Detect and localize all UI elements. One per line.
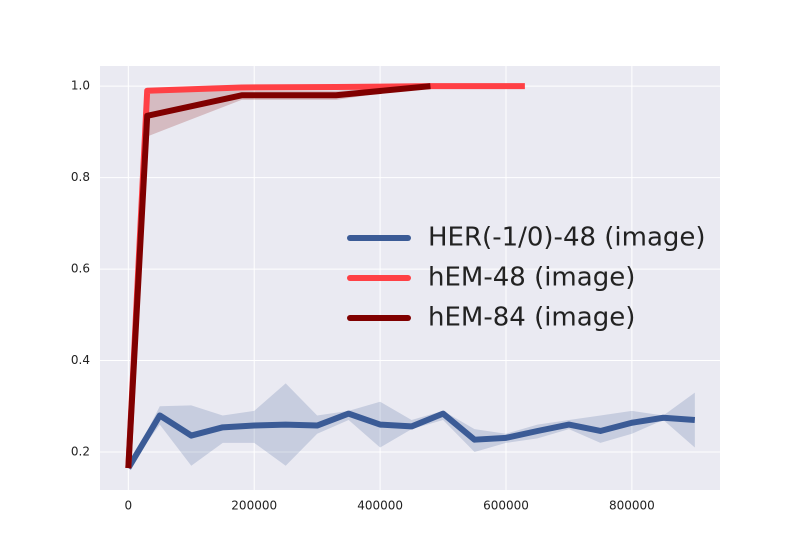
x-tick-label: 0 [125,499,133,513]
legend-label: hEM-48 (image) [428,263,635,293]
x-tick-label: 600000 [483,499,529,513]
x-tick-label: 400000 [357,499,403,513]
y-tick-label: 0.4 [71,353,90,367]
y-tick-label: 0.6 [71,262,90,276]
x-tick-label: 200000 [231,499,277,513]
legend-label: HER(-1/0)-48 (image) [428,223,706,253]
line [125,410,696,470]
y-tick-label: 0.2 [71,445,90,459]
line [125,83,431,469]
x-tick-label: 800000 [609,499,655,513]
y-tick-label: 0.8 [71,170,90,184]
y-tick-label: 1.0 [71,79,90,93]
legend-label: hEM-84 (image) [428,303,635,333]
error-band [128,86,431,469]
